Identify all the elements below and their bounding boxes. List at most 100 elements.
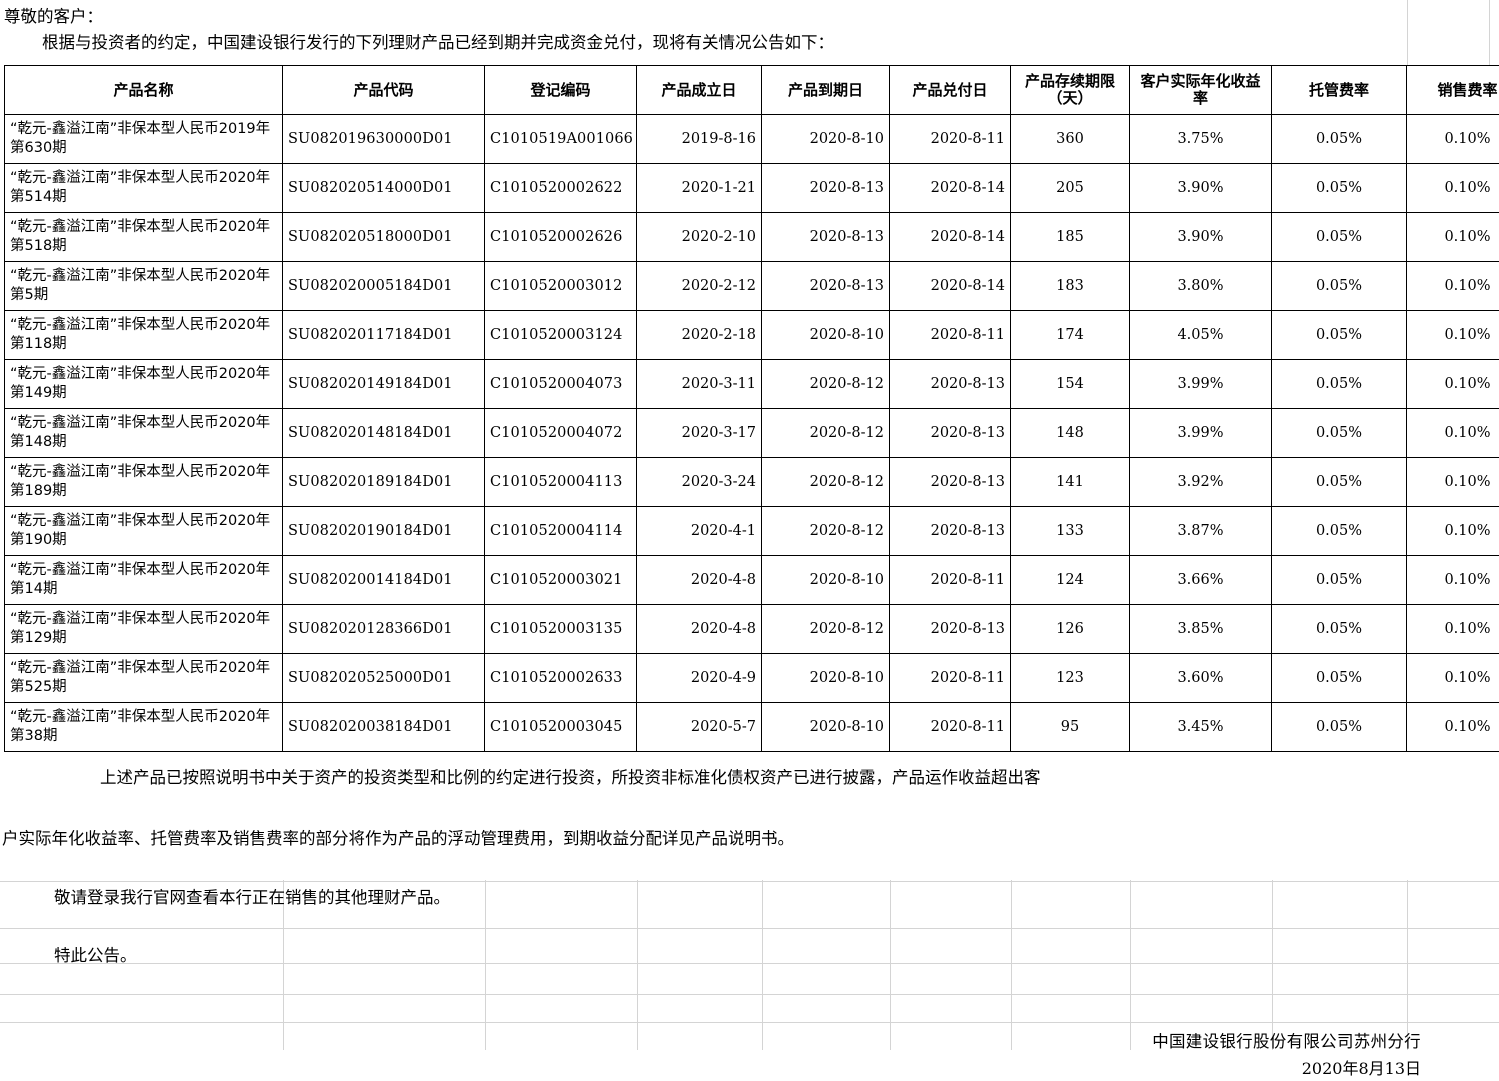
cell-sales-fee: 0.10% <box>1407 507 1499 556</box>
cell-sales-fee: 0.10% <box>1407 164 1499 213</box>
cell-custody-fee: 0.05% <box>1272 409 1407 458</box>
cell-customer-yield: 3.80% <box>1130 262 1272 311</box>
cell-sales-fee: 0.10% <box>1407 654 1499 703</box>
cell-establish-date: 2020-4-8 <box>637 605 762 654</box>
cell-registration-code: C1010520004072 <box>485 409 637 458</box>
cell-payment-date: 2020-8-11 <box>890 115 1011 164</box>
cell-customer-yield: 3.99% <box>1130 409 1272 458</box>
cell-product-name: “乾元-鑫溢江南”非保本型人民币2019年第630期 <box>5 115 283 164</box>
cell-maturity-date: 2020-8-12 <box>762 458 890 507</box>
cell-establish-date: 2019-8-16 <box>637 115 762 164</box>
col-header-customer-yield: 客户实际年化收益 率 <box>1130 66 1272 115</box>
cell-product-code: SU082020005184D01 <box>283 262 485 311</box>
note-paragraph1-line1: 上述产品已按照说明书中关于资产的投资类型和比例的约定进行投资，所投资非标准化债权… <box>0 766 1499 791</box>
cell-registration-code: C1010520003135 <box>485 605 637 654</box>
cell-maturity-date: 2020-8-12 <box>762 409 890 458</box>
cell-custody-fee: 0.05% <box>1272 605 1407 654</box>
cell-registration-code: C1010520003021 <box>485 556 637 605</box>
signature-organization: 中国建设银行股份有限公司苏州分行 <box>0 1029 1421 1055</box>
col-header-payment-date: 产品兑付日 <box>890 66 1011 115</box>
cell-registration-code: C1010520004113 <box>485 458 637 507</box>
cell-term-days: 174 <box>1011 311 1130 360</box>
col-header-term-days-line2: （天） <box>1047 89 1092 107</box>
cell-product-code: SU082020514000D01 <box>283 164 485 213</box>
cell-establish-date: 2020-4-1 <box>637 507 762 556</box>
cell-customer-yield: 3.87% <box>1130 507 1272 556</box>
cell-maturity-date: 2020-8-12 <box>762 605 890 654</box>
cell-payment-date: 2020-8-13 <box>890 458 1011 507</box>
intro-block: 尊敬的客户： 根据与投资者的约定，中国建设银行发行的下列理财产品已经到期并完成资… <box>0 0 1499 55</box>
cell-customer-yield: 3.66% <box>1130 556 1272 605</box>
col-header-customer-yield-line1: 客户实际年化收益 <box>1140 72 1260 90</box>
cell-registration-code: C1010519A001066 <box>485 115 637 164</box>
cell-term-days: 95 <box>1011 703 1130 752</box>
cell-maturity-date: 2020-8-12 <box>762 507 890 556</box>
note-paragraph1-line2: 户实际年化收益率、托管费率及销售费率的部分将作为产品的浮动管理费用，到期收益分配… <box>0 827 1499 852</box>
col-header-sales-fee: 销售费率 <box>1407 66 1499 115</box>
cell-product-name: “乾元-鑫溢江南”非保本型人民币2020年第118期 <box>5 311 283 360</box>
cell-product-name: “乾元-鑫溢江南”非保本型人民币2020年第38期 <box>5 703 283 752</box>
cell-customer-yield: 3.90% <box>1130 164 1272 213</box>
cell-customer-yield: 3.85% <box>1130 605 1272 654</box>
cell-maturity-date: 2020-8-10 <box>762 556 890 605</box>
cell-term-days: 124 <box>1011 556 1130 605</box>
cell-term-days: 205 <box>1011 164 1130 213</box>
cell-maturity-date: 2020-8-10 <box>762 654 890 703</box>
cell-payment-date: 2020-8-13 <box>890 507 1011 556</box>
cell-payment-date: 2020-8-11 <box>890 556 1011 605</box>
cell-sales-fee: 0.10% <box>1407 703 1499 752</box>
cell-payment-date: 2020-8-14 <box>890 164 1011 213</box>
cell-product-name: “乾元-鑫溢江南”非保本型人民币2020年第190期 <box>5 507 283 556</box>
col-header-product-code: 产品代码 <box>283 66 485 115</box>
col-header-term-days-line1: 产品存续期限 <box>1025 72 1115 90</box>
cell-maturity-date: 2020-8-10 <box>762 311 890 360</box>
cell-term-days: 126 <box>1011 605 1130 654</box>
cell-product-code: SU082020190184D01 <box>283 507 485 556</box>
cell-sales-fee: 0.10% <box>1407 262 1499 311</box>
cell-custody-fee: 0.05% <box>1272 654 1407 703</box>
cell-customer-yield: 3.60% <box>1130 654 1272 703</box>
cell-establish-date: 2020-3-24 <box>637 458 762 507</box>
cell-custody-fee: 0.05% <box>1272 360 1407 409</box>
col-header-custody-fee: 托管费率 <box>1272 66 1407 115</box>
cell-custody-fee: 0.05% <box>1272 164 1407 213</box>
cell-registration-code: C1010520002626 <box>485 213 637 262</box>
cell-product-name: “乾元-鑫溢江南”非保本型人民币2020年第514期 <box>5 164 283 213</box>
cell-payment-date: 2020-8-13 <box>890 605 1011 654</box>
cell-product-name: “乾元-鑫溢江南”非保本型人民币2020年第14期 <box>5 556 283 605</box>
cell-term-days: 141 <box>1011 458 1130 507</box>
cell-product-name: “乾元-鑫溢江南”非保本型人民币2020年第5期 <box>5 262 283 311</box>
cell-maturity-date: 2020-8-12 <box>762 360 890 409</box>
cell-sales-fee: 0.10% <box>1407 409 1499 458</box>
cell-product-code: SU082020038184D01 <box>283 703 485 752</box>
cell-payment-date: 2020-8-11 <box>890 703 1011 752</box>
products-table-container: 产品名称 产品代码 登记编码 产品成立日 产品到期日 产品兑付日 产品存续期限 … <box>0 65 1495 752</box>
cell-product-name: “乾元-鑫溢江南”非保本型人民币2020年第129期 <box>5 605 283 654</box>
cell-product-name: “乾元-鑫溢江南”非保本型人民币2020年第189期 <box>5 458 283 507</box>
cell-custody-fee: 0.05% <box>1272 507 1407 556</box>
cell-sales-fee: 0.10% <box>1407 213 1499 262</box>
cell-maturity-date: 2020-8-10 <box>762 703 890 752</box>
cell-product-code: SU082020189184D01 <box>283 458 485 507</box>
notes-block: 上述产品已按照说明书中关于资产的投资类型和比例的约定进行投资，所投资非标准化债权… <box>0 766 1499 969</box>
cell-customer-yield: 4.05% <box>1130 311 1272 360</box>
cell-customer-yield: 3.45% <box>1130 703 1272 752</box>
cell-registration-code: C1010520004073 <box>485 360 637 409</box>
cell-establish-date: 2020-2-18 <box>637 311 762 360</box>
cell-product-code: SU082020128366D01 <box>283 605 485 654</box>
cell-payment-date: 2020-8-13 <box>890 409 1011 458</box>
col-header-product-name: 产品名称 <box>5 66 283 115</box>
cell-establish-date: 2020-2-10 <box>637 213 762 262</box>
signature-block: 中国建设银行股份有限公司苏州分行 2020年8月13日 <box>0 1029 1499 1081</box>
cell-product-name: “乾元-鑫溢江南”非保本型人民币2020年第518期 <box>5 213 283 262</box>
